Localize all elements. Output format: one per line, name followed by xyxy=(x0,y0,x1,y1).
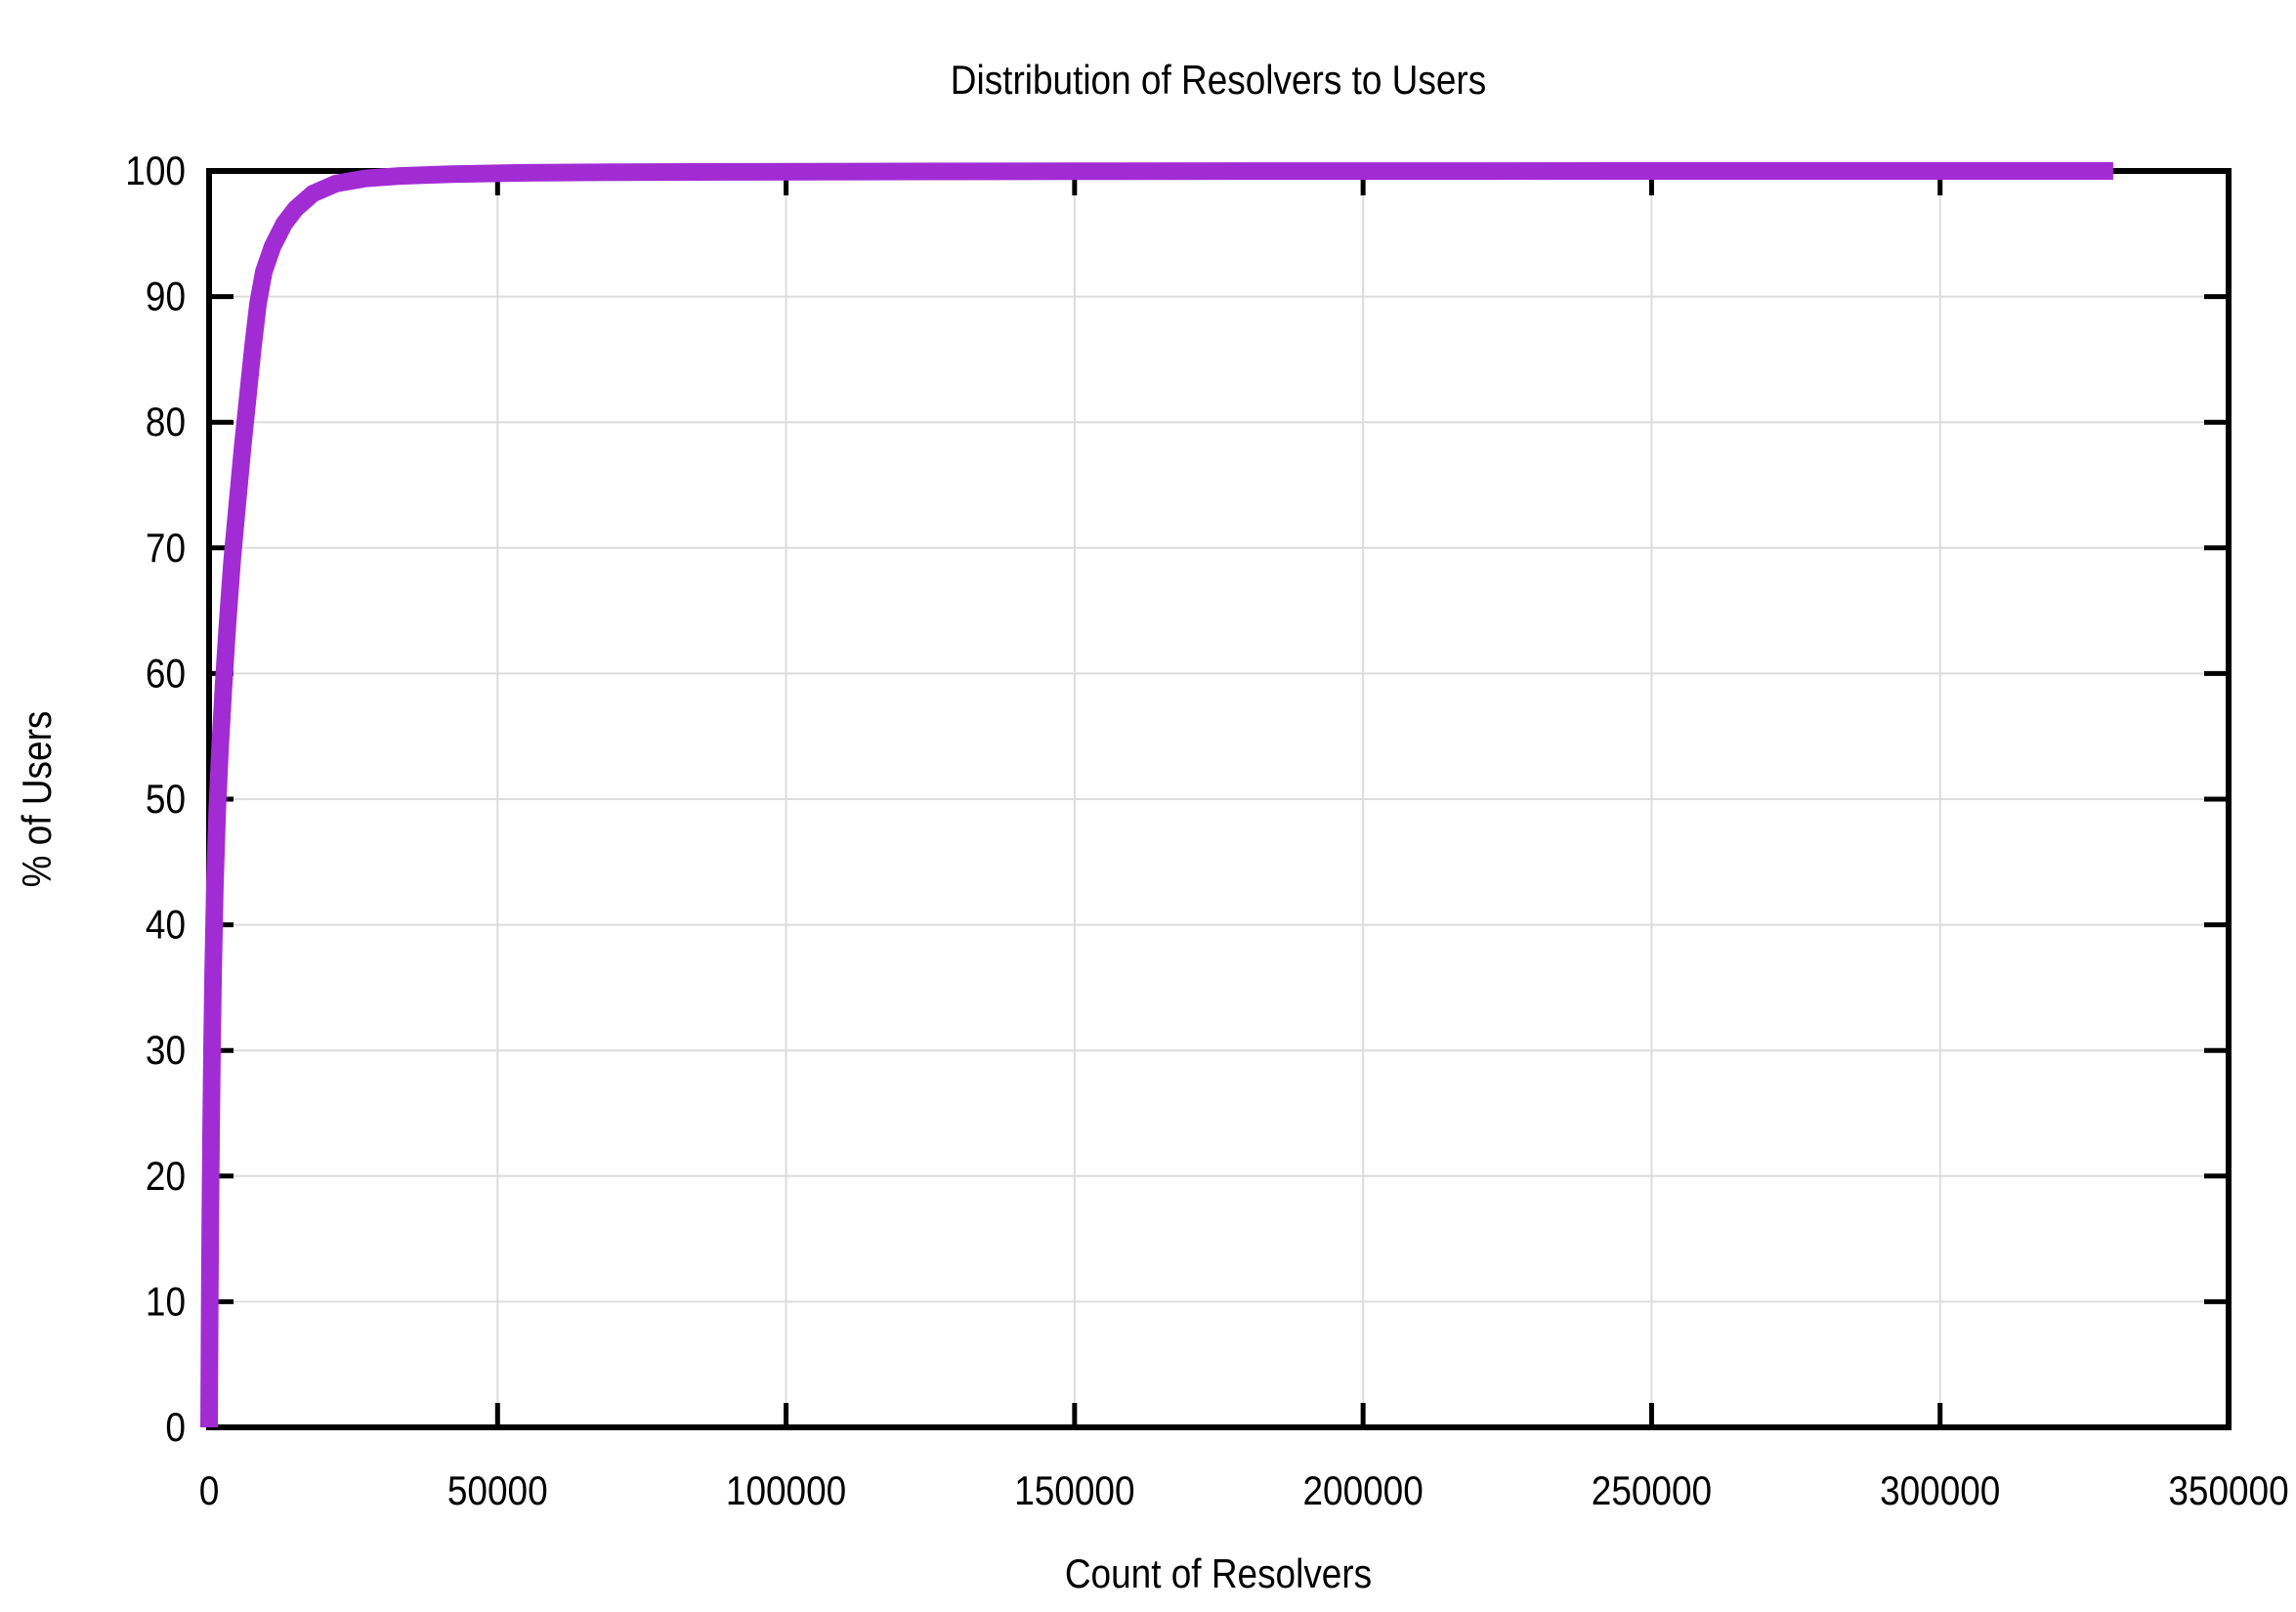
cdf-curve xyxy=(200,162,2113,1428)
y-tick-label: 90 xyxy=(146,274,186,319)
y-tick-label: 40 xyxy=(146,902,186,948)
y-tick-label: 10 xyxy=(146,1278,186,1324)
chart-title: Distribution of Resolvers to Users xyxy=(951,57,1486,103)
y-tick-label: 60 xyxy=(146,650,186,696)
x-tick-label: 0 xyxy=(199,1467,220,1513)
y-tick-label: 20 xyxy=(146,1153,186,1199)
gridlines xyxy=(209,171,2229,1427)
y-tick-label: 70 xyxy=(146,525,186,571)
x-tick-label: 250000 xyxy=(1592,1467,1712,1513)
y-axis-label: % of Users xyxy=(14,711,60,888)
y-tick-labels: 0 10 20 30 40 50 60 70 80 90 100 xyxy=(125,148,186,1450)
x-tick-label: 100000 xyxy=(726,1467,846,1513)
x-tick-labels: 0 50000 100000 150000 200000 250000 300000 3500… xyxy=(199,1467,2289,1513)
y-tick-label: 50 xyxy=(146,776,186,822)
x-axis-label: Count of Resolvers xyxy=(1065,1550,1372,1596)
x-tick-label: 200000 xyxy=(1302,1467,1423,1513)
x-tick-label: 300000 xyxy=(1880,1467,2000,1513)
axis-ticks xyxy=(206,168,2232,1430)
x-tick-label: 350000 xyxy=(2168,1467,2288,1513)
y-tick-label: 100 xyxy=(125,148,186,193)
x-tick-label: 150000 xyxy=(1014,1467,1134,1513)
y-tick-label: 80 xyxy=(146,399,186,445)
y-tick-label: 30 xyxy=(146,1027,186,1073)
y-tick-label: 0 xyxy=(165,1404,186,1450)
x-tick-label: 50000 xyxy=(447,1467,548,1513)
